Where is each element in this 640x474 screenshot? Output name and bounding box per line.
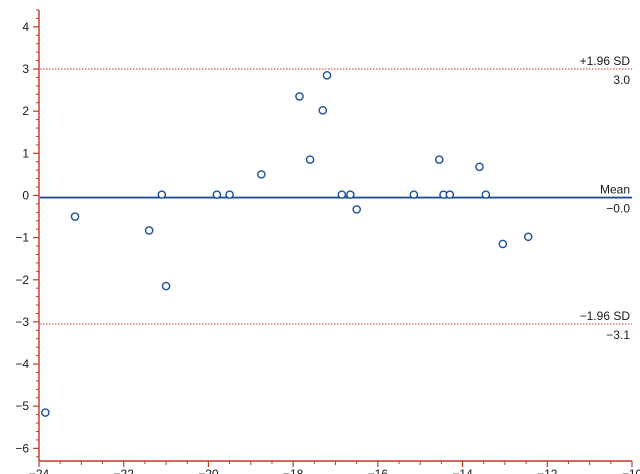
lower-sd-name-label: −1.96 SD: [580, 309, 631, 323]
data-point: [305, 155, 315, 164]
y-tick-label: 4: [22, 20, 29, 34]
y-tick-label: −1: [15, 231, 29, 245]
data-point: [322, 71, 332, 80]
lower-sd-value-label: −3.1: [606, 328, 630, 342]
reference-lines: [40, 68, 632, 325]
x-tick-label: −24: [29, 467, 50, 474]
x-tick-label: −16: [368, 467, 389, 474]
data-points: [41, 71, 533, 417]
data-point: [434, 155, 444, 164]
x-tick-label: −22: [114, 467, 135, 474]
data-point: [41, 408, 50, 417]
mean-value-label: −0.0: [606, 202, 630, 216]
mean-name-label: Mean: [600, 183, 630, 197]
axes: 4 3 2 1 0 −1 −2 −3 −4 −5 −6 −24 −22 −20 −18 −16 −14 −12 −1…: [15, 9, 640, 474]
y-tick-label: 3: [22, 62, 29, 76]
data-point: [523, 232, 533, 242]
y-tick-label: −3: [15, 315, 29, 329]
data-point: [498, 239, 508, 249]
x-tick-label: −20: [198, 467, 219, 474]
upper-sd-value-label: 3.0: [613, 73, 630, 87]
data-point: [157, 190, 167, 199]
data-point: [144, 226, 154, 235]
y-tick-label: 2: [22, 104, 29, 118]
y-tick-label: −5: [15, 399, 29, 413]
reference-labels: +1.96 SD 3.0 Mean −0.0 −1.96 SD −3.1: [580, 54, 631, 342]
data-point: [352, 205, 361, 214]
data-point: [337, 190, 347, 199]
data-point: [295, 92, 304, 101]
data-point: [212, 190, 222, 199]
data-point: [409, 190, 419, 199]
y-tick-label: 1: [22, 146, 29, 160]
y-tick-label: −4: [15, 357, 29, 371]
x-tick-label: −14: [452, 467, 473, 474]
y-tick-label: −2: [15, 273, 29, 287]
x-tick-label: −12: [537, 467, 558, 474]
x-tick-label: −18: [283, 467, 304, 474]
data-point: [346, 190, 355, 199]
y-tick-label: 0: [22, 188, 29, 202]
y-tick-label: −6: [15, 441, 29, 455]
data-point: [475, 162, 484, 172]
data-point: [161, 281, 171, 291]
upper-sd-name-label: +1.96 SD: [580, 54, 631, 68]
data-point: [257, 170, 266, 179]
x-tick-label: −10: [622, 467, 640, 474]
data-point: [70, 212, 80, 221]
data-point: [445, 190, 455, 199]
data-point: [225, 190, 234, 199]
data-point: [481, 190, 491, 199]
data-point: [318, 106, 328, 115]
